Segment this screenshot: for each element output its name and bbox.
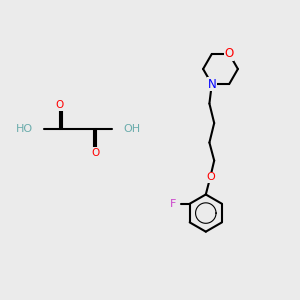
Text: O: O	[225, 47, 234, 60]
Text: O: O	[206, 172, 215, 182]
Text: O: O	[56, 100, 64, 110]
Text: N: N	[207, 78, 216, 91]
Text: O: O	[92, 148, 100, 158]
Text: F: F	[170, 199, 176, 209]
Text: HO: HO	[16, 124, 33, 134]
Text: OH: OH	[123, 124, 140, 134]
